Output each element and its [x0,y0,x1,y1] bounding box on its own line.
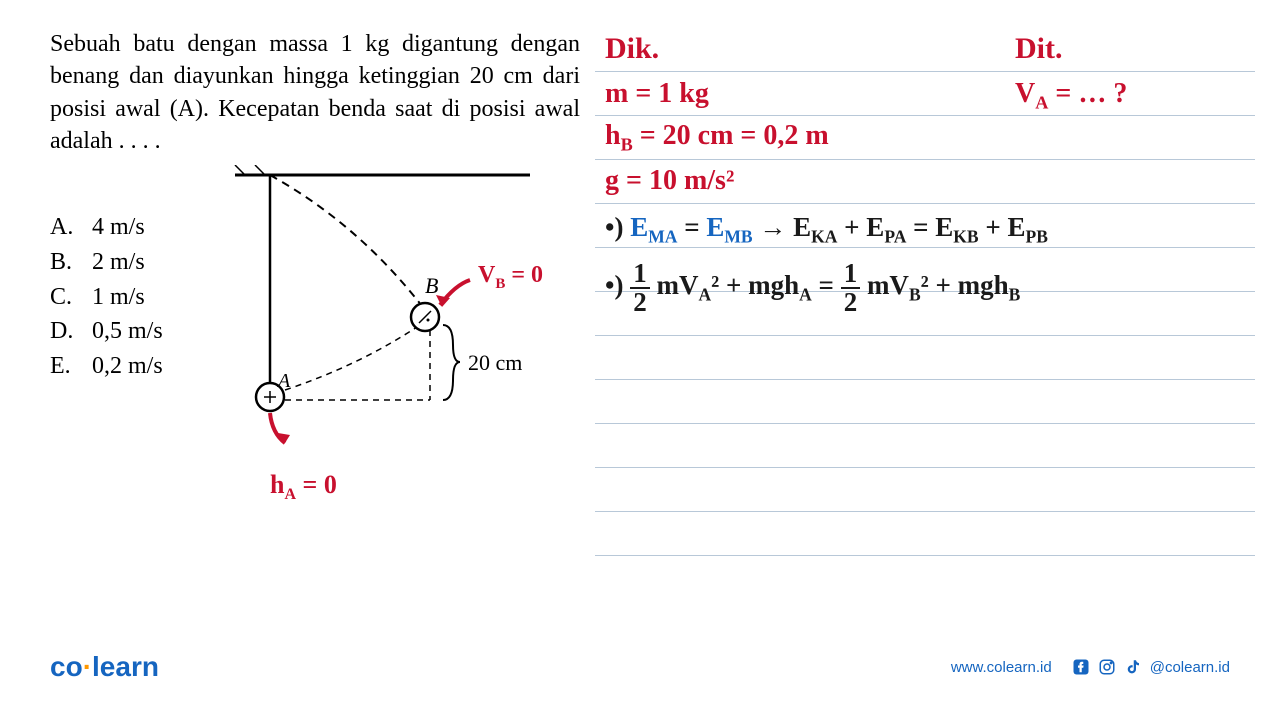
point-a-label: A [276,370,291,392]
footer-right: www.colearn.id @colearn.id [951,658,1230,676]
logo-co: co [50,651,83,682]
mass-line: m = 1 kg [605,78,709,110]
option-value: 0,5 m/s [92,314,163,349]
dit-header: Dit. [1015,32,1063,66]
va-question: VA = … ? [1015,78,1127,114]
option-label: C. [50,280,80,315]
footer: co·learn www.colearn.id @colearn.id [0,642,1280,692]
option-e: E. 0,2 m/s [50,349,163,384]
answer-options: A. 4 m/s B. 2 m/s C. 1 m/s D. 0,5 m/s E.… [50,210,163,384]
option-label: E. [50,349,80,384]
social-handle: @colearn.id [1150,659,1230,676]
option-label: A. [50,210,80,245]
option-value: 1 m/s [92,280,145,315]
option-value: 0,2 m/s [92,349,163,384]
question-text: Sebuah batu dengan massa 1 kg digantung … [50,28,580,158]
logo-learn: learn [92,651,159,682]
option-a: A. 4 m/s [50,210,163,245]
tiktok-icon [1124,658,1142,676]
facebook-icon [1072,658,1090,676]
ha-annotation: hA = 0 [270,470,337,504]
option-c: C. 1 m/s [50,280,163,315]
option-label: D. [50,314,80,349]
hb-line: hB = 20 cm = 0,2 m [605,120,829,156]
vb-annotation: VB = 0 [478,262,543,293]
colearn-logo: co·learn [50,651,159,683]
energy-equation: •) EMA = EMB → EKA + EPA = EKB + EPB [605,212,1048,247]
g-line: g = 10 m/s² [605,165,734,197]
kinetic-equation: •) 12 mVA² + mghA = 12 mVB² + mghB [605,260,1020,316]
option-value: 2 m/s [92,245,145,280]
height-label: 20 cm [468,350,522,375]
social-icons: @colearn.id [1072,658,1230,676]
website-url: www.colearn.id [951,659,1052,676]
question-panel: Sebuah batu dengan massa 1 kg digantung … [50,28,580,158]
point-b-label: B [425,273,438,298]
option-label: B. [50,245,80,280]
instagram-icon [1098,658,1116,676]
dik-header: Dik. [605,32,659,66]
handwritten-notes: Dik. Dit. m = 1 kg VA = … ? hB = 20 cm =… [595,20,1255,580]
option-b: B. 2 m/s [50,245,163,280]
option-d: D. 0,5 m/s [50,314,163,349]
pendulum-diagram: A B 20 cm [230,165,580,475]
option-value: 4 m/s [92,210,145,245]
